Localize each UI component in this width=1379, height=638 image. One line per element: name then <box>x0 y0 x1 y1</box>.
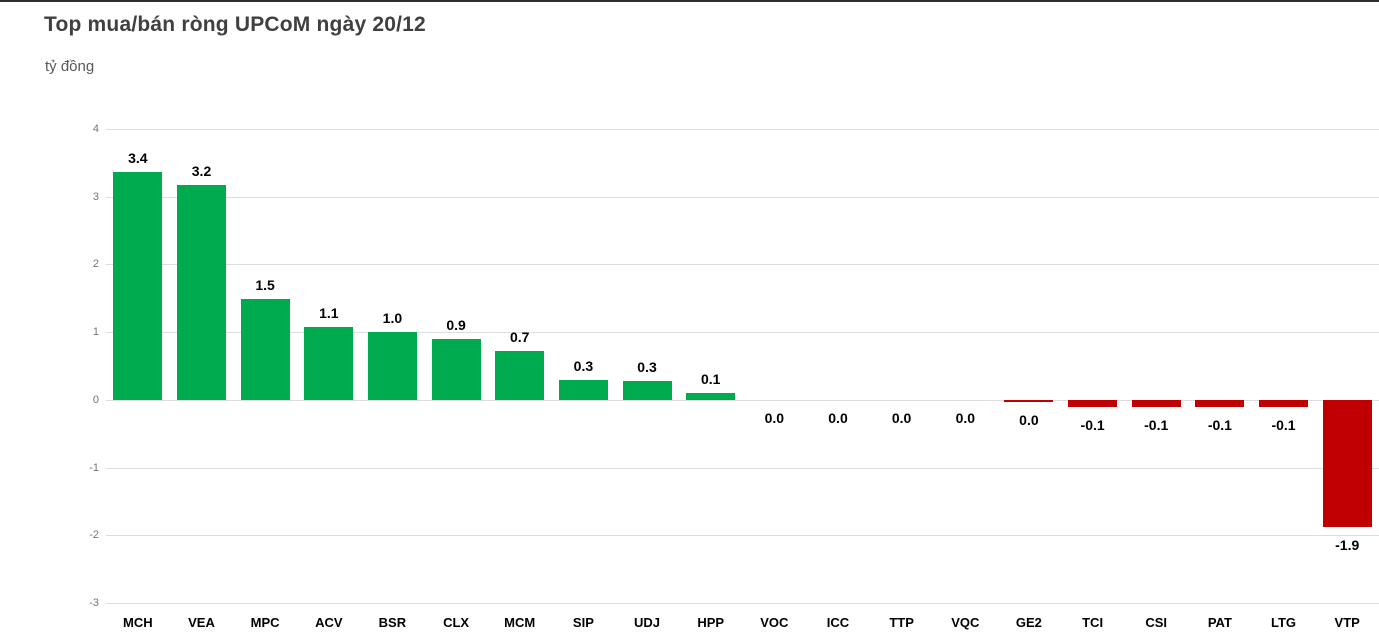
value-label-LTG: -0.1 <box>1271 416 1296 433</box>
value-label-CSI: -0.1 <box>1144 416 1169 433</box>
value-label-GE2: 0.0 <box>1019 411 1039 428</box>
gridline--3 <box>106 603 1379 604</box>
value-label-MCH: 3.4 <box>128 149 148 166</box>
x-axis-label-VQC: VQC <box>951 615 980 630</box>
x-axis-label-TTP: TTP <box>889 615 914 630</box>
x-axis-label-HPP: HPP <box>697 615 725 630</box>
x-axis-label-PAT: PAT <box>1207 615 1232 630</box>
y-axis-tick-label: -1 <box>89 461 99 474</box>
gridline-0 <box>106 399 1379 401</box>
gridline-2 <box>106 264 1379 266</box>
value-label-VOC: 0.0 <box>764 409 785 426</box>
x-axis-label-VTP: VTP <box>1334 615 1360 630</box>
value-label-UDJ: 0.3 <box>637 358 657 375</box>
value-label-SIP: 0.3 <box>573 358 594 375</box>
bar-LTG <box>1259 399 1308 407</box>
bar-CLX <box>431 338 481 400</box>
value-label-TCI: -0.1 <box>1080 416 1105 433</box>
bar-SIP <box>558 380 608 400</box>
value-label-ICC: 0.0 <box>828 409 848 426</box>
gridline-1 <box>106 332 1379 334</box>
x-axis-label-MCH: MCH <box>123 615 153 630</box>
x-axis-label-CSI: CSI <box>1145 615 1168 630</box>
gridline--1 <box>106 467 1379 469</box>
y-axis-tick-label: 4 <box>92 123 99 135</box>
plot-area: 3.4 3.2 1.5 1.1 1.0 0.9 0.7 0.3 0.3 0.1 0.0 0.0 0.0 0… <box>106 129 1379 604</box>
x-axis-label-UDJ: UDJ <box>633 615 660 630</box>
value-label-PAT: -0.1 <box>1207 416 1232 433</box>
x-axis-label-MPC: MPC <box>250 615 280 630</box>
value-label-VTP: -1.9 <box>1335 537 1360 554</box>
gridline--2 <box>106 535 1379 537</box>
y-axis-tick-label: -2 <box>89 529 99 542</box>
bar-MCM <box>495 351 545 400</box>
value-label-MCM: 0.7 <box>509 329 530 346</box>
gridline-3 <box>106 196 1379 198</box>
x-axis-label-ACV: ACV <box>315 615 343 630</box>
value-label-TTP: 0.0 <box>891 409 912 426</box>
x-axis-label-MCM: MCM <box>504 615 536 630</box>
x-axis-label-LTG: LTG <box>1270 615 1297 630</box>
value-label-ACV: 1.1 <box>319 304 339 321</box>
chart-unit-label: tỷ đồng <box>45 58 95 75</box>
chart-title: Top mua/bán ròng UPCoM ngày 20/12 <box>44 13 426 36</box>
top-border-line <box>0 0 1379 2</box>
value-label-HPP: 0.1 <box>700 371 721 388</box>
x-axis-label-TCI: TCI <box>1082 615 1104 630</box>
bar-HPP <box>686 393 736 400</box>
x-axis-label-BSR: BSR <box>378 615 407 630</box>
x-axis-label-ICC: ICC <box>826 615 850 630</box>
value-label-MPC: 1.5 <box>255 277 275 293</box>
x-axis-label-SIP: SIP <box>572 615 594 630</box>
value-label-CLX: 0.9 <box>446 316 466 333</box>
y-axis-tick-label: 0 <box>92 393 99 406</box>
value-label-VEA: 3.2 <box>191 163 212 180</box>
gridline-4 <box>106 129 1379 130</box>
y-axis-tick-label: 2 <box>92 258 99 271</box>
value-label-BSR: 1.0 <box>382 309 403 326</box>
x-axis-label-GE2: GE2 <box>1015 615 1042 630</box>
x-axis-label-VOC: VOC <box>760 615 789 630</box>
bar-MCH <box>113 171 163 400</box>
value-label-VQC: 0.0 <box>955 409 976 426</box>
bar-VTP <box>1322 399 1372 528</box>
x-axis: MCH VEA MPC ACV BSR CLX MCM SIP UDJ HPP VOC ICC TTP V… <box>106 615 1379 635</box>
y-axis: 4 3 2 1 0 -1 -2 -3 <box>0 123 99 609</box>
bar-MPC <box>240 299 290 400</box>
y-axis-tick-label: 3 <box>92 190 99 203</box>
y-axis-tick-label: 1 <box>92 326 99 339</box>
x-axis-label-VEA: VEA <box>188 615 215 630</box>
bar-TCI <box>1068 399 1118 407</box>
y-axis-tick-label: -3 <box>89 597 99 609</box>
bar-UDJ <box>622 380 672 400</box>
bar-CSI <box>1131 399 1181 407</box>
bar-ACV <box>304 326 354 400</box>
bar-GE2 <box>1004 399 1054 402</box>
bar-PAT <box>1195 399 1245 407</box>
x-axis-label-CLX: CLX <box>443 615 470 630</box>
bar-VEA <box>177 185 226 400</box>
bar-BSR <box>367 331 417 400</box>
